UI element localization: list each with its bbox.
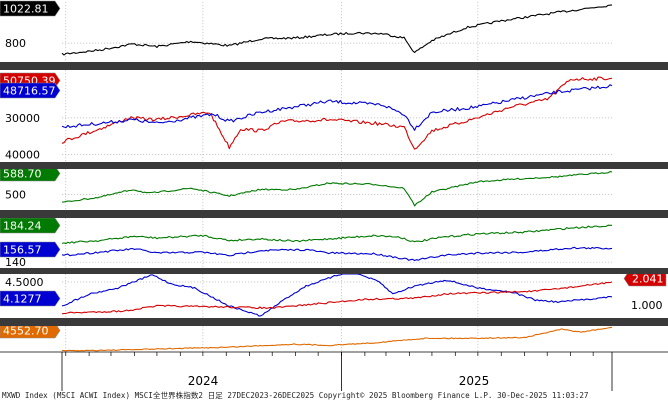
panel-1: 800 — [5, 2, 613, 62]
value-tag-label: 184.24 — [3, 220, 42, 233]
series-line — [61, 4, 613, 56]
y-tick-label: 40000 — [5, 149, 40, 162]
y-tick-label: 30000 — [5, 112, 40, 125]
series-line — [61, 224, 612, 245]
value-tag-box — [0, 241, 61, 258]
value-tag: 48716.57 — [0, 82, 61, 99]
value-tag: 4.1277 — [0, 290, 61, 307]
value-tag-label: 48716.57 — [3, 85, 56, 98]
value-tag: 1022.81 — [0, 0, 61, 17]
value-tag-label: 588.70 — [3, 168, 42, 181]
y-tick-label: 4.5000 — [5, 276, 44, 289]
value-tag-box — [0, 0, 61, 17]
x-axis: 2024 2025 — [0, 351, 668, 391]
value-tag-box — [0, 290, 61, 307]
series-line — [61, 281, 613, 315]
panel-separator — [0, 62, 668, 70]
panel-separator — [0, 210, 668, 218]
panel-separator — [0, 268, 668, 274]
right-y-tick-label: 1.000 — [631, 299, 663, 312]
series-line — [61, 84, 613, 131]
y-tick-label: 140 — [5, 256, 26, 269]
panel-2: 40000 30000 — [5, 70, 613, 162]
y-tick-label: 800 — [5, 37, 26, 50]
series-line — [61, 326, 613, 352]
value-tag: 2.041 — [623, 270, 667, 287]
x-tick-label-2025: 2025 — [459, 374, 490, 388]
x-tick-label-2024: 2024 — [188, 374, 219, 388]
panel-6 — [61, 326, 613, 352]
series-line — [61, 273, 613, 317]
series-line — [61, 76, 613, 150]
value-tag-label: 2.041 — [632, 273, 664, 286]
value-tag: 588.70 — [0, 165, 61, 182]
y-tick-label: 500 — [5, 189, 26, 202]
value-tag-box — [0, 82, 61, 99]
value-tag-label: 4552.70 — [3, 325, 49, 338]
value-tag-label: 156.57 — [3, 244, 42, 257]
value-tag: 156.57 — [0, 241, 61, 258]
series-line — [61, 246, 613, 262]
series-line — [61, 171, 613, 207]
panel-4: 140 — [5, 218, 613, 269]
value-tag-label: 1022.81 — [3, 3, 49, 16]
panel-3: 500 — [5, 169, 613, 210]
panel-separators — [0, 62, 668, 326]
footer-copyright: MXWD Index (MSCI ACWI Index) MSCI全世界株指数2… — [2, 390, 589, 400]
value-tag-label: 4.1277 — [3, 293, 42, 306]
panel-separator — [0, 162, 668, 169]
panel-separator — [0, 318, 668, 326]
panels-layer: 80040000300005001404.50001.0001022.81507… — [0, 0, 667, 352]
value-tag: 184.24 — [0, 217, 61, 234]
value-tag: 4552.70 — [0, 322, 61, 339]
panel-5: 4.5000 1.000 — [5, 273, 663, 318]
